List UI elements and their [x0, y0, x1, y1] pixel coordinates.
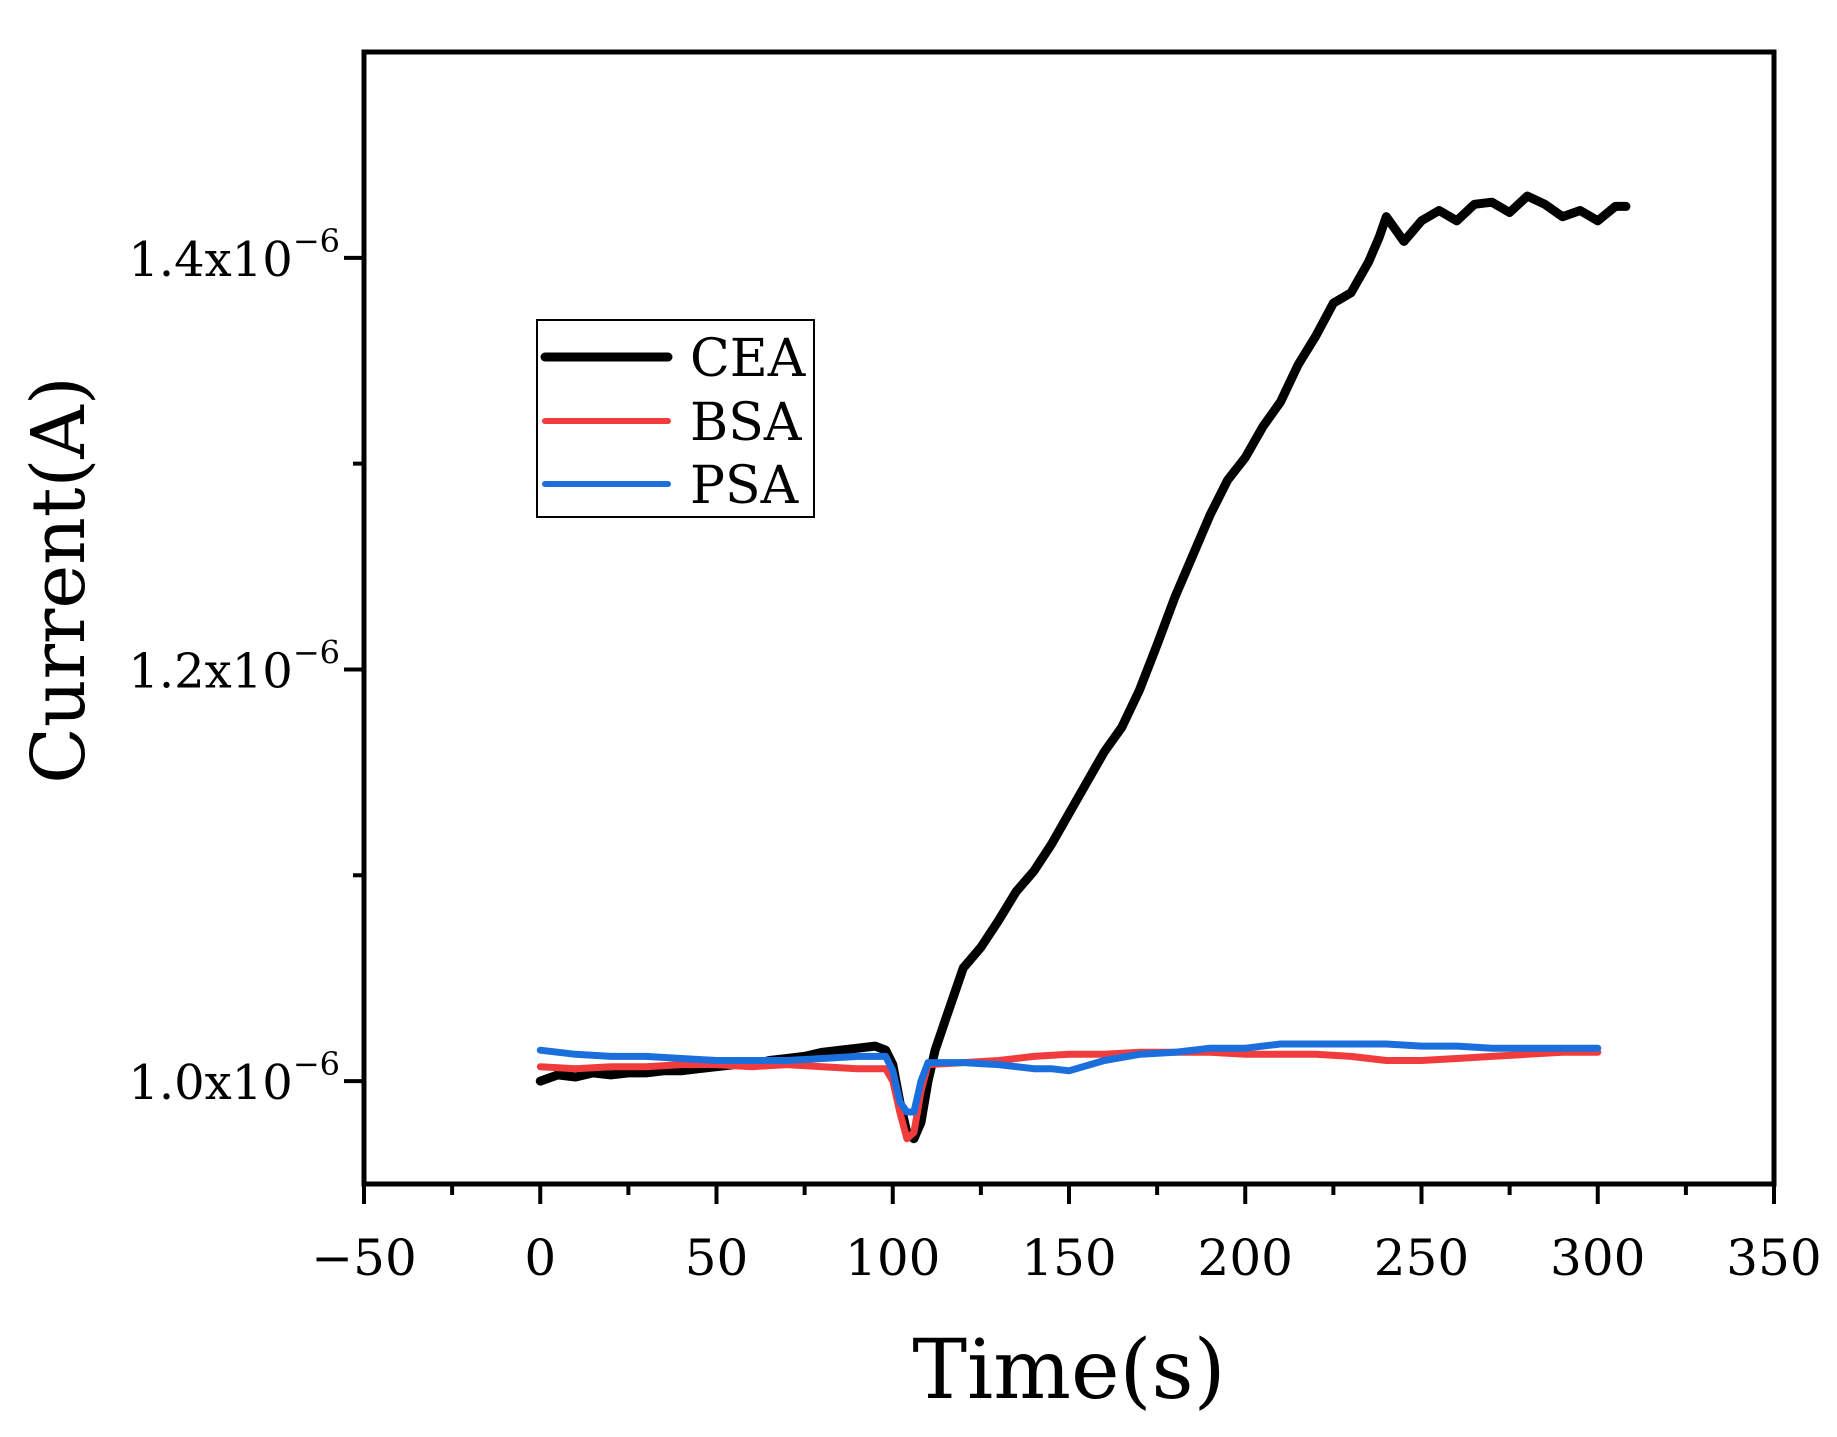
legend-label-psa: PSA	[690, 456, 800, 516]
y-axis-title: Current(A)	[16, 376, 102, 783]
y-tick-label: 1.2x10−6	[128, 633, 340, 699]
x-axis-title: Time(s)	[912, 1323, 1225, 1418]
x-tick-label: −50	[311, 1229, 417, 1287]
x-tick-label: 0	[524, 1229, 556, 1287]
legend-label-cea: CEA	[690, 329, 807, 389]
x-tick-label: 250	[1374, 1229, 1469, 1287]
legend-label-bsa: BSA	[690, 393, 803, 453]
y-axis: 1.0x10−6 1.2x10−6 1.4x10−6	[128, 222, 364, 1111]
legend: CEA BSA PSA	[536, 319, 815, 518]
y-tick-label: 1.4x10−6	[128, 222, 340, 288]
x-tick-label: 200	[1198, 1229, 1293, 1287]
series-line-psa	[536, 1040, 1602, 1116]
y-tick-label: 1.0x10−6	[128, 1045, 340, 1111]
x-tick-label: 50	[685, 1229, 749, 1287]
series-layer	[535, 191, 1631, 1144]
x-tick-label: 150	[1021, 1229, 1116, 1287]
x-tick-label: 350	[1726, 1229, 1821, 1287]
x-axis: −50 0 50 100 150 200 250 300 350	[311, 1184, 1822, 1287]
x-tick-label: 300	[1550, 1229, 1645, 1287]
x-tick-label: 100	[845, 1229, 940, 1287]
